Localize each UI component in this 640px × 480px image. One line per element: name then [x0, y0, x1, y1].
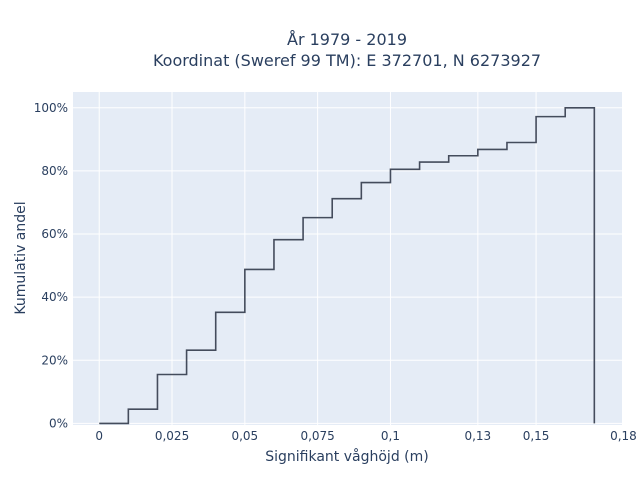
grid-lines — [73, 92, 624, 425]
y-tick-labels: 0% 20% 40% 60% 80% 100% — [34, 101, 68, 431]
x-axis-title: Signifikant våghöjd (m) — [265, 448, 428, 465]
y-tick-label-3: 60% — [41, 227, 68, 241]
x-tick-label-4: 0,1 — [381, 429, 400, 443]
plot-background — [73, 92, 622, 425]
x-tick-label-1: 0,025 — [155, 429, 189, 443]
x-tick-label-3: 0,075 — [300, 429, 334, 443]
x-tick-label-5: 0,13 — [464, 429, 491, 443]
x-tick-label-7: 0,18 — [610, 429, 637, 443]
chart-title-line-2: Koordinat (Sweref 99 TM): E 372701, N 62… — [153, 51, 541, 70]
y-tick-label-1: 20% — [41, 353, 68, 367]
x-tick-labels: 0 0,025 0,05 0,075 0,1 0,13 0,15 0,18 — [95, 429, 636, 443]
y-axis-title: Kumulativ andel — [13, 201, 29, 314]
series-line — [99, 106, 596, 425]
x-tick-label-0: 0 — [95, 429, 103, 443]
x-tick-label-6: 0,15 — [523, 429, 550, 443]
y-tick-label-4: 80% — [41, 164, 68, 178]
y-tick-label-2: 40% — [41, 290, 68, 304]
y-tick-label-5: 100% — [34, 101, 68, 115]
chart-title-line-1: År 1979 - 2019 — [287, 30, 407, 49]
y-tick-label-0: 0% — [49, 416, 68, 430]
x-tick-label-2: 0,05 — [231, 429, 258, 443]
